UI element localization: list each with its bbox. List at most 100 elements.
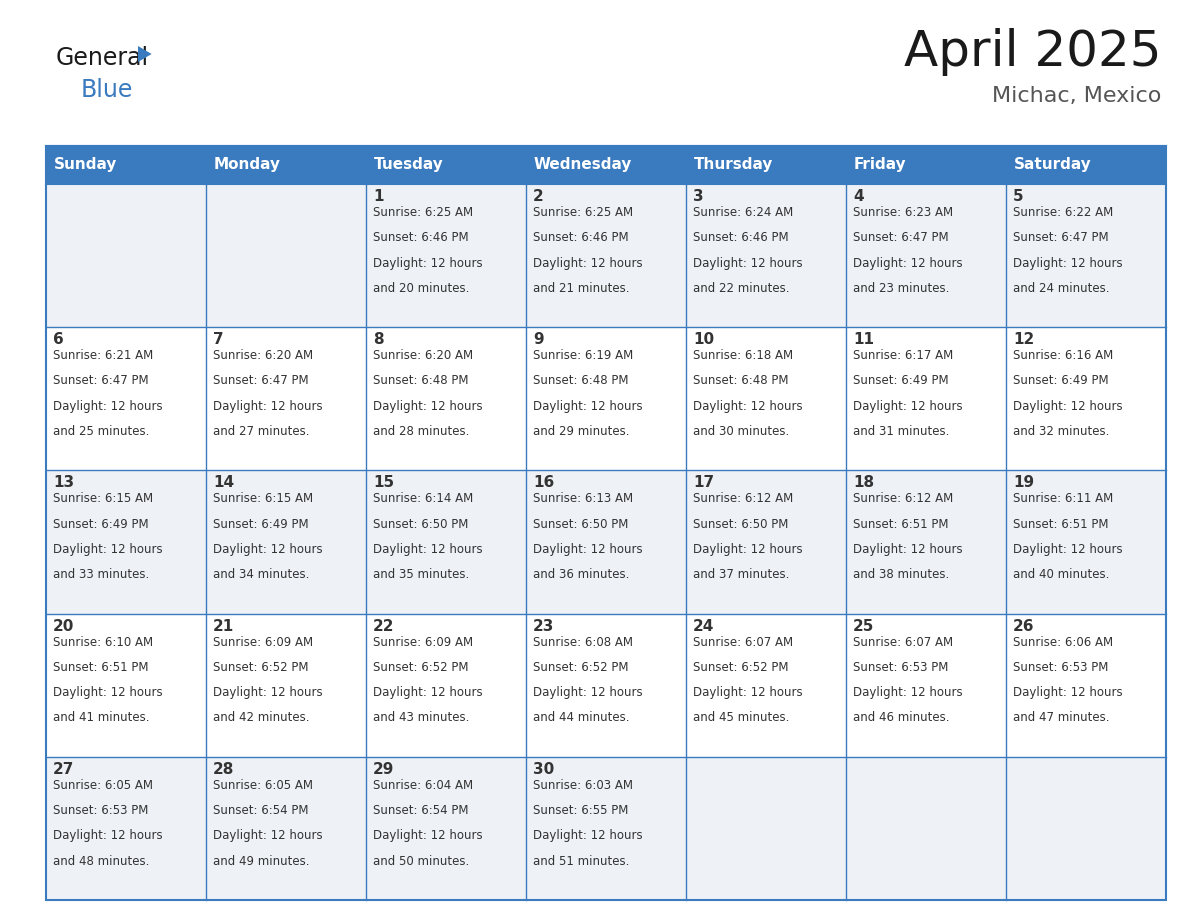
Text: 6: 6 — [53, 332, 64, 347]
Text: and 28 minutes.: and 28 minutes. — [373, 425, 469, 438]
Text: Sunset: 6:49 PM: Sunset: 6:49 PM — [213, 518, 309, 531]
Text: Sunset: 6:47 PM: Sunset: 6:47 PM — [853, 231, 949, 244]
Text: Sunrise: 6:15 AM: Sunrise: 6:15 AM — [213, 492, 314, 506]
Text: 2: 2 — [533, 189, 544, 204]
Text: Sunrise: 6:08 AM: Sunrise: 6:08 AM — [533, 635, 633, 649]
Text: 9: 9 — [533, 332, 544, 347]
Text: 8: 8 — [373, 332, 384, 347]
Text: Daylight: 12 hours: Daylight: 12 hours — [373, 829, 482, 843]
Text: and 45 minutes.: and 45 minutes. — [693, 711, 789, 724]
Bar — [46, 146, 1165, 900]
Text: 30: 30 — [533, 762, 555, 777]
Text: April 2025: April 2025 — [904, 28, 1161, 76]
Text: 29: 29 — [373, 762, 394, 777]
Text: and 40 minutes.: and 40 minutes. — [1013, 568, 1110, 581]
Text: Sunset: 6:52 PM: Sunset: 6:52 PM — [533, 661, 628, 674]
Text: Sunset: 6:50 PM: Sunset: 6:50 PM — [693, 518, 789, 531]
Text: 15: 15 — [373, 476, 394, 490]
Text: Sunset: 6:48 PM: Sunset: 6:48 PM — [693, 375, 789, 387]
Text: and 51 minutes.: and 51 minutes. — [533, 855, 630, 868]
Text: and 49 minutes.: and 49 minutes. — [213, 855, 310, 868]
Text: 19: 19 — [1013, 476, 1034, 490]
Text: Sunset: 6:52 PM: Sunset: 6:52 PM — [693, 661, 789, 674]
Bar — [1006, 146, 1165, 184]
Text: Sunrise: 6:09 AM: Sunrise: 6:09 AM — [213, 635, 314, 649]
Text: Sunday: Sunday — [53, 158, 118, 173]
Text: Sunrise: 6:25 AM: Sunrise: 6:25 AM — [373, 206, 473, 219]
Text: General: General — [56, 46, 150, 70]
Text: Sunset: 6:46 PM: Sunset: 6:46 PM — [373, 231, 468, 244]
Text: and 22 minutes.: and 22 minutes. — [693, 282, 790, 295]
Text: Sunrise: 6:12 AM: Sunrise: 6:12 AM — [853, 492, 953, 506]
Text: Sunset: 6:55 PM: Sunset: 6:55 PM — [533, 804, 628, 817]
Text: and 25 minutes.: and 25 minutes. — [53, 425, 150, 438]
Text: Sunrise: 6:23 AM: Sunrise: 6:23 AM — [853, 206, 953, 219]
Text: Daylight: 12 hours: Daylight: 12 hours — [1013, 543, 1123, 556]
Text: Daylight: 12 hours: Daylight: 12 hours — [213, 543, 323, 556]
Text: 27: 27 — [53, 762, 75, 777]
Text: Thursday: Thursday — [694, 158, 773, 173]
Text: and 33 minutes.: and 33 minutes. — [53, 568, 150, 581]
Text: and 31 minutes.: and 31 minutes. — [853, 425, 949, 438]
Text: 18: 18 — [853, 476, 874, 490]
Text: Daylight: 12 hours: Daylight: 12 hours — [853, 686, 962, 700]
Text: Sunrise: 6:07 AM: Sunrise: 6:07 AM — [853, 635, 953, 649]
Text: Monday: Monday — [214, 158, 282, 173]
Text: Daylight: 12 hours: Daylight: 12 hours — [533, 256, 643, 270]
Text: 14: 14 — [213, 476, 234, 490]
Text: 13: 13 — [53, 476, 74, 490]
Text: 4: 4 — [853, 189, 864, 204]
Text: Daylight: 12 hours: Daylight: 12 hours — [853, 399, 962, 413]
Text: Daylight: 12 hours: Daylight: 12 hours — [213, 829, 323, 843]
Text: Daylight: 12 hours: Daylight: 12 hours — [853, 256, 962, 270]
Text: 23: 23 — [533, 619, 555, 633]
Text: Daylight: 12 hours: Daylight: 12 hours — [533, 829, 643, 843]
Text: Sunset: 6:51 PM: Sunset: 6:51 PM — [853, 518, 948, 531]
Text: Sunset: 6:50 PM: Sunset: 6:50 PM — [373, 518, 468, 531]
Text: and 24 minutes.: and 24 minutes. — [1013, 282, 1110, 295]
Text: Sunset: 6:48 PM: Sunset: 6:48 PM — [533, 375, 628, 387]
Text: 26: 26 — [1013, 619, 1035, 633]
Text: Sunrise: 6:21 AM: Sunrise: 6:21 AM — [53, 349, 153, 363]
Text: Sunset: 6:54 PM: Sunset: 6:54 PM — [373, 804, 468, 817]
Text: Sunset: 6:46 PM: Sunset: 6:46 PM — [533, 231, 628, 244]
Text: 22: 22 — [373, 619, 394, 633]
Text: Sunset: 6:53 PM: Sunset: 6:53 PM — [853, 661, 948, 674]
Bar — [46, 184, 1165, 327]
Text: Sunset: 6:47 PM: Sunset: 6:47 PM — [213, 375, 309, 387]
Text: Tuesday: Tuesday — [374, 158, 444, 173]
Text: Michac, Mexico: Michac, Mexico — [992, 86, 1161, 106]
Text: Wednesday: Wednesday — [533, 158, 632, 173]
Text: Sunset: 6:54 PM: Sunset: 6:54 PM — [213, 804, 309, 817]
Text: Sunset: 6:49 PM: Sunset: 6:49 PM — [1013, 375, 1108, 387]
Text: Daylight: 12 hours: Daylight: 12 hours — [53, 829, 163, 843]
Bar — [46, 146, 206, 184]
Text: and 46 minutes.: and 46 minutes. — [853, 711, 949, 724]
Bar — [206, 146, 366, 184]
Text: Sunset: 6:48 PM: Sunset: 6:48 PM — [373, 375, 468, 387]
Text: 17: 17 — [693, 476, 714, 490]
Text: and 43 minutes.: and 43 minutes. — [373, 711, 469, 724]
Text: 20: 20 — [53, 619, 75, 633]
Text: Sunset: 6:49 PM: Sunset: 6:49 PM — [53, 518, 148, 531]
Text: 1: 1 — [373, 189, 384, 204]
Text: Sunrise: 6:04 AM: Sunrise: 6:04 AM — [373, 778, 473, 792]
Text: and 32 minutes.: and 32 minutes. — [1013, 425, 1110, 438]
Text: 25: 25 — [853, 619, 874, 633]
Text: Daylight: 12 hours: Daylight: 12 hours — [693, 543, 803, 556]
Text: and 38 minutes.: and 38 minutes. — [853, 568, 949, 581]
Text: Sunrise: 6:25 AM: Sunrise: 6:25 AM — [533, 206, 633, 219]
Text: Sunrise: 6:18 AM: Sunrise: 6:18 AM — [693, 349, 794, 363]
Text: Sunrise: 6:13 AM: Sunrise: 6:13 AM — [533, 492, 633, 506]
Text: Sunrise: 6:03 AM: Sunrise: 6:03 AM — [533, 778, 633, 792]
Text: and 29 minutes.: and 29 minutes. — [533, 425, 630, 438]
Text: Daylight: 12 hours: Daylight: 12 hours — [533, 543, 643, 556]
Text: Sunrise: 6:05 AM: Sunrise: 6:05 AM — [213, 778, 312, 792]
Text: Daylight: 12 hours: Daylight: 12 hours — [373, 256, 482, 270]
Bar — [846, 146, 1006, 184]
Text: Daylight: 12 hours: Daylight: 12 hours — [53, 399, 163, 413]
Text: Sunset: 6:52 PM: Sunset: 6:52 PM — [213, 661, 309, 674]
Text: Daylight: 12 hours: Daylight: 12 hours — [53, 686, 163, 700]
Text: Daylight: 12 hours: Daylight: 12 hours — [693, 256, 803, 270]
Bar — [366, 146, 526, 184]
